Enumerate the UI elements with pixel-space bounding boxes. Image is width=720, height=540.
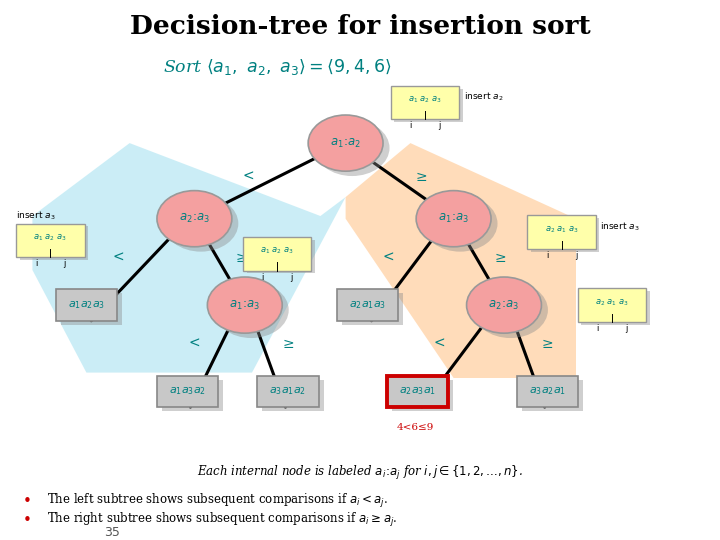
Text: j: j	[625, 324, 628, 333]
Text: i: i	[261, 273, 264, 281]
Text: <: <	[433, 337, 445, 351]
FancyBboxPatch shape	[342, 293, 403, 325]
Text: $a_1\ a_2\ a_3$: $a_1\ a_2\ a_3$	[408, 94, 442, 105]
Circle shape	[467, 277, 541, 333]
FancyBboxPatch shape	[390, 86, 459, 119]
FancyBboxPatch shape	[521, 380, 583, 411]
Text: <: <	[189, 337, 200, 351]
Text: <: <	[113, 251, 125, 265]
FancyBboxPatch shape	[243, 237, 311, 271]
Text: $a_1a_3a_2$: $a_1a_3a_2$	[168, 386, 206, 397]
Circle shape	[157, 191, 232, 247]
Circle shape	[423, 195, 498, 252]
Text: 4<6≤9: 4<6≤9	[397, 423, 434, 432]
Text: ≥: ≥	[235, 251, 247, 265]
FancyBboxPatch shape	[582, 291, 649, 325]
Text: $a_1a_2a_3$: $a_1a_2a_3$	[68, 299, 105, 311]
FancyBboxPatch shape	[337, 289, 397, 321]
Text: $a_1\ a_2\ a_3$: $a_1\ a_2\ a_3$	[33, 232, 68, 243]
Text: <: <	[243, 170, 254, 184]
FancyBboxPatch shape	[55, 289, 117, 321]
Text: j: j	[63, 259, 66, 268]
Text: insert $a_3$: insert $a_3$	[16, 210, 55, 222]
FancyBboxPatch shape	[527, 215, 596, 249]
FancyBboxPatch shape	[162, 380, 223, 411]
Text: <: <	[383, 251, 395, 265]
Circle shape	[315, 120, 390, 176]
Text: ≥: ≥	[495, 251, 506, 265]
FancyBboxPatch shape	[258, 376, 319, 407]
Text: $a_1\!:\!a_3$: $a_1\!:\!a_3$	[229, 299, 261, 312]
FancyBboxPatch shape	[577, 288, 647, 322]
Circle shape	[416, 191, 491, 247]
Text: i: i	[546, 251, 549, 260]
Circle shape	[214, 282, 289, 338]
FancyBboxPatch shape	[17, 224, 85, 257]
Text: ≥: ≥	[282, 337, 294, 351]
FancyBboxPatch shape	[157, 376, 217, 407]
Text: $a_3a_2a_1$: $a_3a_2a_1$	[528, 386, 566, 397]
Circle shape	[308, 115, 383, 171]
Text: $a_2\!:\!a_3$: $a_2\!:\!a_3$	[488, 299, 520, 312]
Text: $a_2\!:\!a_3$: $a_2\!:\!a_3$	[179, 212, 210, 225]
FancyBboxPatch shape	[392, 380, 454, 411]
FancyBboxPatch shape	[517, 376, 577, 407]
Text: $a_1\!:\!a_3$: $a_1\!:\!a_3$	[438, 212, 469, 225]
Circle shape	[207, 277, 282, 333]
Text: j: j	[438, 122, 441, 130]
Text: Decision-tree for insertion sort: Decision-tree for insertion sort	[130, 14, 590, 38]
Text: j: j	[290, 273, 293, 281]
FancyBboxPatch shape	[60, 293, 122, 325]
Text: 35: 35	[104, 526, 120, 539]
Text: Each internal node is labeled $a_i\!:\!a_j$ for $i, j \in \{1, 2, \ldots, n\}$.: Each internal node is labeled $a_i\!:\!a…	[197, 463, 523, 482]
Text: $a_1\!:\!a_2$: $a_1\!:\!a_2$	[330, 137, 361, 150]
Text: insert $a_2$: insert $a_2$	[464, 91, 504, 104]
Text: The left subtree shows subsequent comparisons if $a_i < a_j$.: The left subtree shows subsequent compar…	[47, 492, 388, 510]
Text: $a_2\ a_1\ a_3$: $a_2\ a_1\ a_3$	[544, 224, 579, 235]
Text: •: •	[23, 494, 32, 509]
Text: Sort $\langle a_1,\ a_2,\ a_3\rangle = \langle 9,4,6\rangle$: Sort $\langle a_1,\ a_2,\ a_3\rangle = \…	[163, 57, 392, 77]
Text: i: i	[35, 259, 37, 268]
Circle shape	[473, 282, 548, 338]
Text: •: •	[23, 512, 32, 528]
Text: $a_2a_3a_1$: $a_2a_3a_1$	[399, 386, 436, 397]
FancyBboxPatch shape	[263, 380, 324, 411]
Circle shape	[163, 195, 238, 252]
Text: $a_1\ a_2\ a_3$: $a_1\ a_2\ a_3$	[260, 246, 294, 256]
Text: j: j	[575, 251, 577, 260]
Text: The right subtree shows subsequent comparisons if $a_i \geq a_j$.: The right subtree shows subsequent compa…	[47, 511, 397, 529]
Text: $a_2a_1a_3$: $a_2a_1a_3$	[348, 299, 386, 311]
Text: i: i	[596, 324, 599, 333]
FancyBboxPatch shape	[531, 218, 599, 252]
Text: $a_3a_1a_2$: $a_3a_1a_2$	[269, 386, 307, 397]
Polygon shape	[32, 143, 346, 373]
FancyBboxPatch shape	[395, 89, 462, 122]
Text: $a_2\ a_1\ a_3$: $a_2\ a_1\ a_3$	[595, 297, 629, 308]
FancyBboxPatch shape	[387, 376, 448, 407]
Text: i: i	[409, 122, 412, 130]
Text: ≥: ≥	[541, 337, 553, 351]
FancyBboxPatch shape	[246, 240, 315, 273]
FancyBboxPatch shape	[20, 226, 89, 260]
Polygon shape	[346, 143, 576, 378]
Text: insert $a_3$: insert $a_3$	[600, 220, 639, 233]
Text: ≥: ≥	[415, 170, 427, 184]
